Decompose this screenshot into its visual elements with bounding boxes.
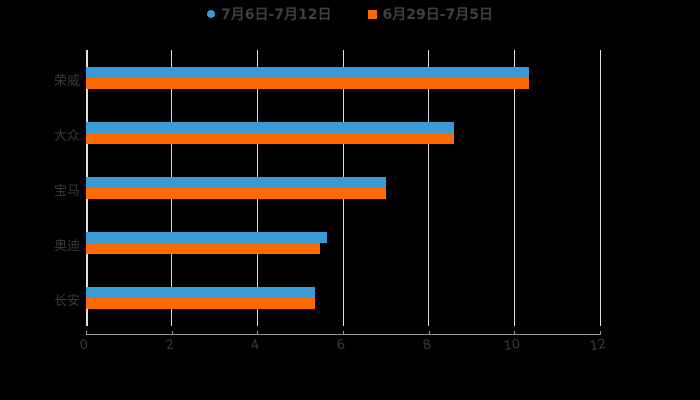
- x-tick: [600, 331, 601, 335]
- y-category-label: 宝马: [53, 184, 80, 199]
- legend-item-series-1[interactable]: 7月6日-7月12日: [206, 4, 332, 24]
- x-tick: [514, 331, 516, 335]
- plot-area: [86, 50, 601, 326]
- bar-series-2[interactable]: [86, 188, 386, 199]
- bar-series-2[interactable]: [86, 298, 316, 309]
- legend-swatch-square-icon: [367, 9, 377, 19]
- gridline: [599, 50, 601, 326]
- x-tick-label: 6: [335, 337, 347, 354]
- x-tick-label: 8: [421, 337, 433, 354]
- bar-series-1[interactable]: [86, 287, 316, 298]
- x-tick-label: 4: [249, 337, 261, 354]
- x-tick-label: 0: [78, 337, 90, 354]
- bar-series-1[interactable]: [86, 232, 328, 243]
- chart-legend: 7月6日-7月12日 6月29日-7月5日: [0, 4, 700, 24]
- bar-series-2[interactable]: [86, 243, 320, 254]
- y-category-label: 长安: [53, 294, 80, 309]
- x-tick: [428, 331, 430, 335]
- x-tick: [171, 331, 173, 335]
- x-tick-label: 10: [502, 336, 522, 355]
- y-category-label: 奥迪: [53, 239, 80, 254]
- gridline: [513, 50, 515, 326]
- bar-series-2[interactable]: [86, 133, 455, 144]
- bar-series-2[interactable]: [86, 78, 530, 89]
- x-tick-label: 2: [164, 337, 176, 354]
- bar-series-1[interactable]: [86, 177, 386, 188]
- legend-label: 7月6日-7月12日: [220, 7, 332, 23]
- y-category-label: 荣威: [53, 74, 80, 89]
- x-tick-label: 12: [588, 336, 608, 355]
- legend-item-series-2[interactable]: 6月29日-7月5日: [367, 4, 494, 24]
- x-tick: [86, 331, 87, 335]
- bar-series-1[interactable]: [86, 122, 455, 133]
- x-tick: [343, 331, 344, 335]
- legend-swatch-circle-icon: [206, 10, 215, 18]
- gridline: [428, 50, 430, 326]
- bar-series-1[interactable]: [86, 67, 530, 78]
- y-category-label: 大众: [53, 129, 80, 144]
- legend-label: 6月29日-7月5日: [382, 7, 494, 23]
- x-tick: [257, 331, 259, 335]
